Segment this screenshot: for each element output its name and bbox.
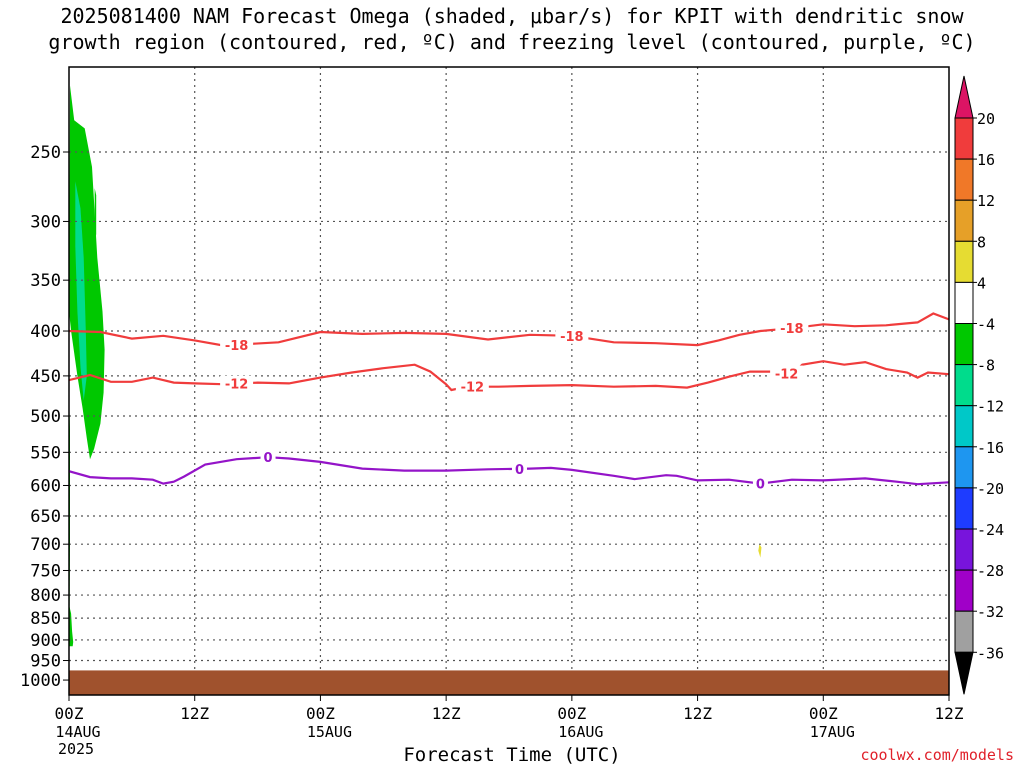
colorbar-box [954, 158, 974, 201]
contour-label: -12 [461, 381, 485, 396]
contour-label: -18 [780, 322, 804, 337]
x-tick-date-label: 14AUG [55, 723, 100, 741]
contour-label-bg [752, 475, 768, 492]
colorbar-box [954, 487, 974, 530]
omega-shade-weak-main [69, 85, 105, 460]
contour-label-bg [770, 365, 804, 382]
y-tick-label: 350 [30, 271, 61, 291]
omega-shade-weak-patch [94, 188, 97, 244]
contour-label-bg [455, 378, 489, 395]
colorbar-label: -24 [977, 521, 1004, 539]
omega-shade-positive [758, 544, 762, 558]
contour-label-bg [220, 375, 254, 392]
colorbar-box [954, 528, 974, 571]
x-tick-label: 00Z [557, 704, 586, 723]
colorbar-label: -36 [977, 644, 1004, 662]
colorbar-bottom-arrow [954, 651, 974, 695]
x-tick-label: 12Z [683, 704, 712, 723]
contour-line [69, 456, 949, 486]
credit-text: coolwx.com/models [860, 746, 1014, 764]
colorbar-label: -8 [977, 357, 995, 375]
colorbar-box [954, 364, 974, 407]
x-tick-label: 00Z [809, 704, 838, 723]
plot-frame [68, 66, 950, 696]
omega-shade-moderate-core [75, 181, 87, 401]
colorbar-label: -16 [977, 439, 1004, 457]
contour-label: 0 [756, 478, 765, 493]
contour-label: -18 [560, 330, 584, 345]
y-tick-label: 600 [30, 476, 61, 496]
y-tick-label: 300 [30, 212, 61, 232]
colorbar-box [954, 569, 974, 612]
y-tick-label: 1000 [20, 671, 61, 691]
colorbar-box [954, 240, 974, 283]
x-tick-year-label: 2025 [58, 740, 94, 758]
chart-title-line1: 2025081400 NAM Forecast Omega (shaded, μ… [60, 4, 964, 28]
x-axis-label: Forecast Time (UTC) [403, 744, 621, 766]
contour-label-bg [260, 449, 276, 466]
colorbar-box [954, 405, 974, 448]
plot-area: -18 -18 -18 -12 -12 -12 0 0 0 [69, 67, 949, 695]
colorbar-label: 20 [977, 110, 995, 128]
y-tick-label: 950 [30, 652, 61, 672]
y-tick-label: 450 [30, 367, 61, 387]
y-tick-label: 800 [30, 586, 61, 606]
contour-label-bg [220, 337, 254, 354]
colorbar-top-arrow [954, 75, 974, 119]
x-tick-label: 00Z [55, 704, 84, 723]
colorbar-label: -12 [977, 398, 1004, 416]
contour-label-bg [775, 320, 809, 337]
y-tick-label: 850 [30, 609, 61, 629]
colorbar-box [954, 117, 974, 160]
colorbar-label: -32 [977, 603, 1004, 621]
colorbar-label: 4 [977, 274, 986, 292]
colorbar-box [954, 610, 974, 653]
y-tick-label: 900 [30, 631, 61, 651]
contour-label-bg [555, 327, 589, 344]
y-tick-label: 550 [30, 443, 61, 463]
terrain-fill [69, 670, 949, 695]
colorbar-box [954, 446, 974, 489]
colorbar-label: 12 [977, 192, 995, 210]
contour-label: 0 [264, 451, 273, 466]
colorbar-label: -28 [977, 562, 1004, 580]
x-tick-date-label: 17AUG [810, 723, 855, 741]
colorbar-label: 16 [977, 151, 995, 169]
contour-line [69, 360, 949, 392]
contour-label: -12 [225, 378, 249, 393]
x-tick-date-label: 15AUG [307, 723, 352, 741]
colorbar-box [954, 323, 974, 366]
contour-label: 0 [515, 463, 524, 478]
y-tick-label: 250 [30, 143, 61, 163]
x-tick-label: 12Z [935, 704, 964, 723]
x-tick-label: 00Z [306, 704, 335, 723]
contour-label: -12 [775, 368, 799, 383]
y-tick-label: 500 [30, 407, 61, 427]
colorbar-label: 8 [977, 233, 986, 251]
colorbar-box [954, 199, 974, 242]
y-tick-label: 400 [30, 322, 61, 342]
colorbar-label: -4 [977, 316, 995, 334]
colorbar-box [954, 281, 974, 324]
y-tick-label: 700 [30, 535, 61, 555]
x-tick-label: 12Z [432, 704, 461, 723]
colorbar-label: -20 [977, 480, 1004, 498]
contour-label: -18 [225, 339, 249, 354]
contour-label-bg [511, 460, 527, 477]
contour-line [69, 312, 949, 348]
omega-shade-weak-lower [69, 604, 74, 647]
y-tick-label: 750 [30, 561, 61, 581]
y-tick-label: 650 [30, 507, 61, 527]
x-tick-date-label: 16AUG [558, 723, 603, 741]
chart-title-line2: growth region (contoured, red, ºC) and f… [48, 30, 976, 54]
x-tick-label: 12Z [180, 704, 209, 723]
